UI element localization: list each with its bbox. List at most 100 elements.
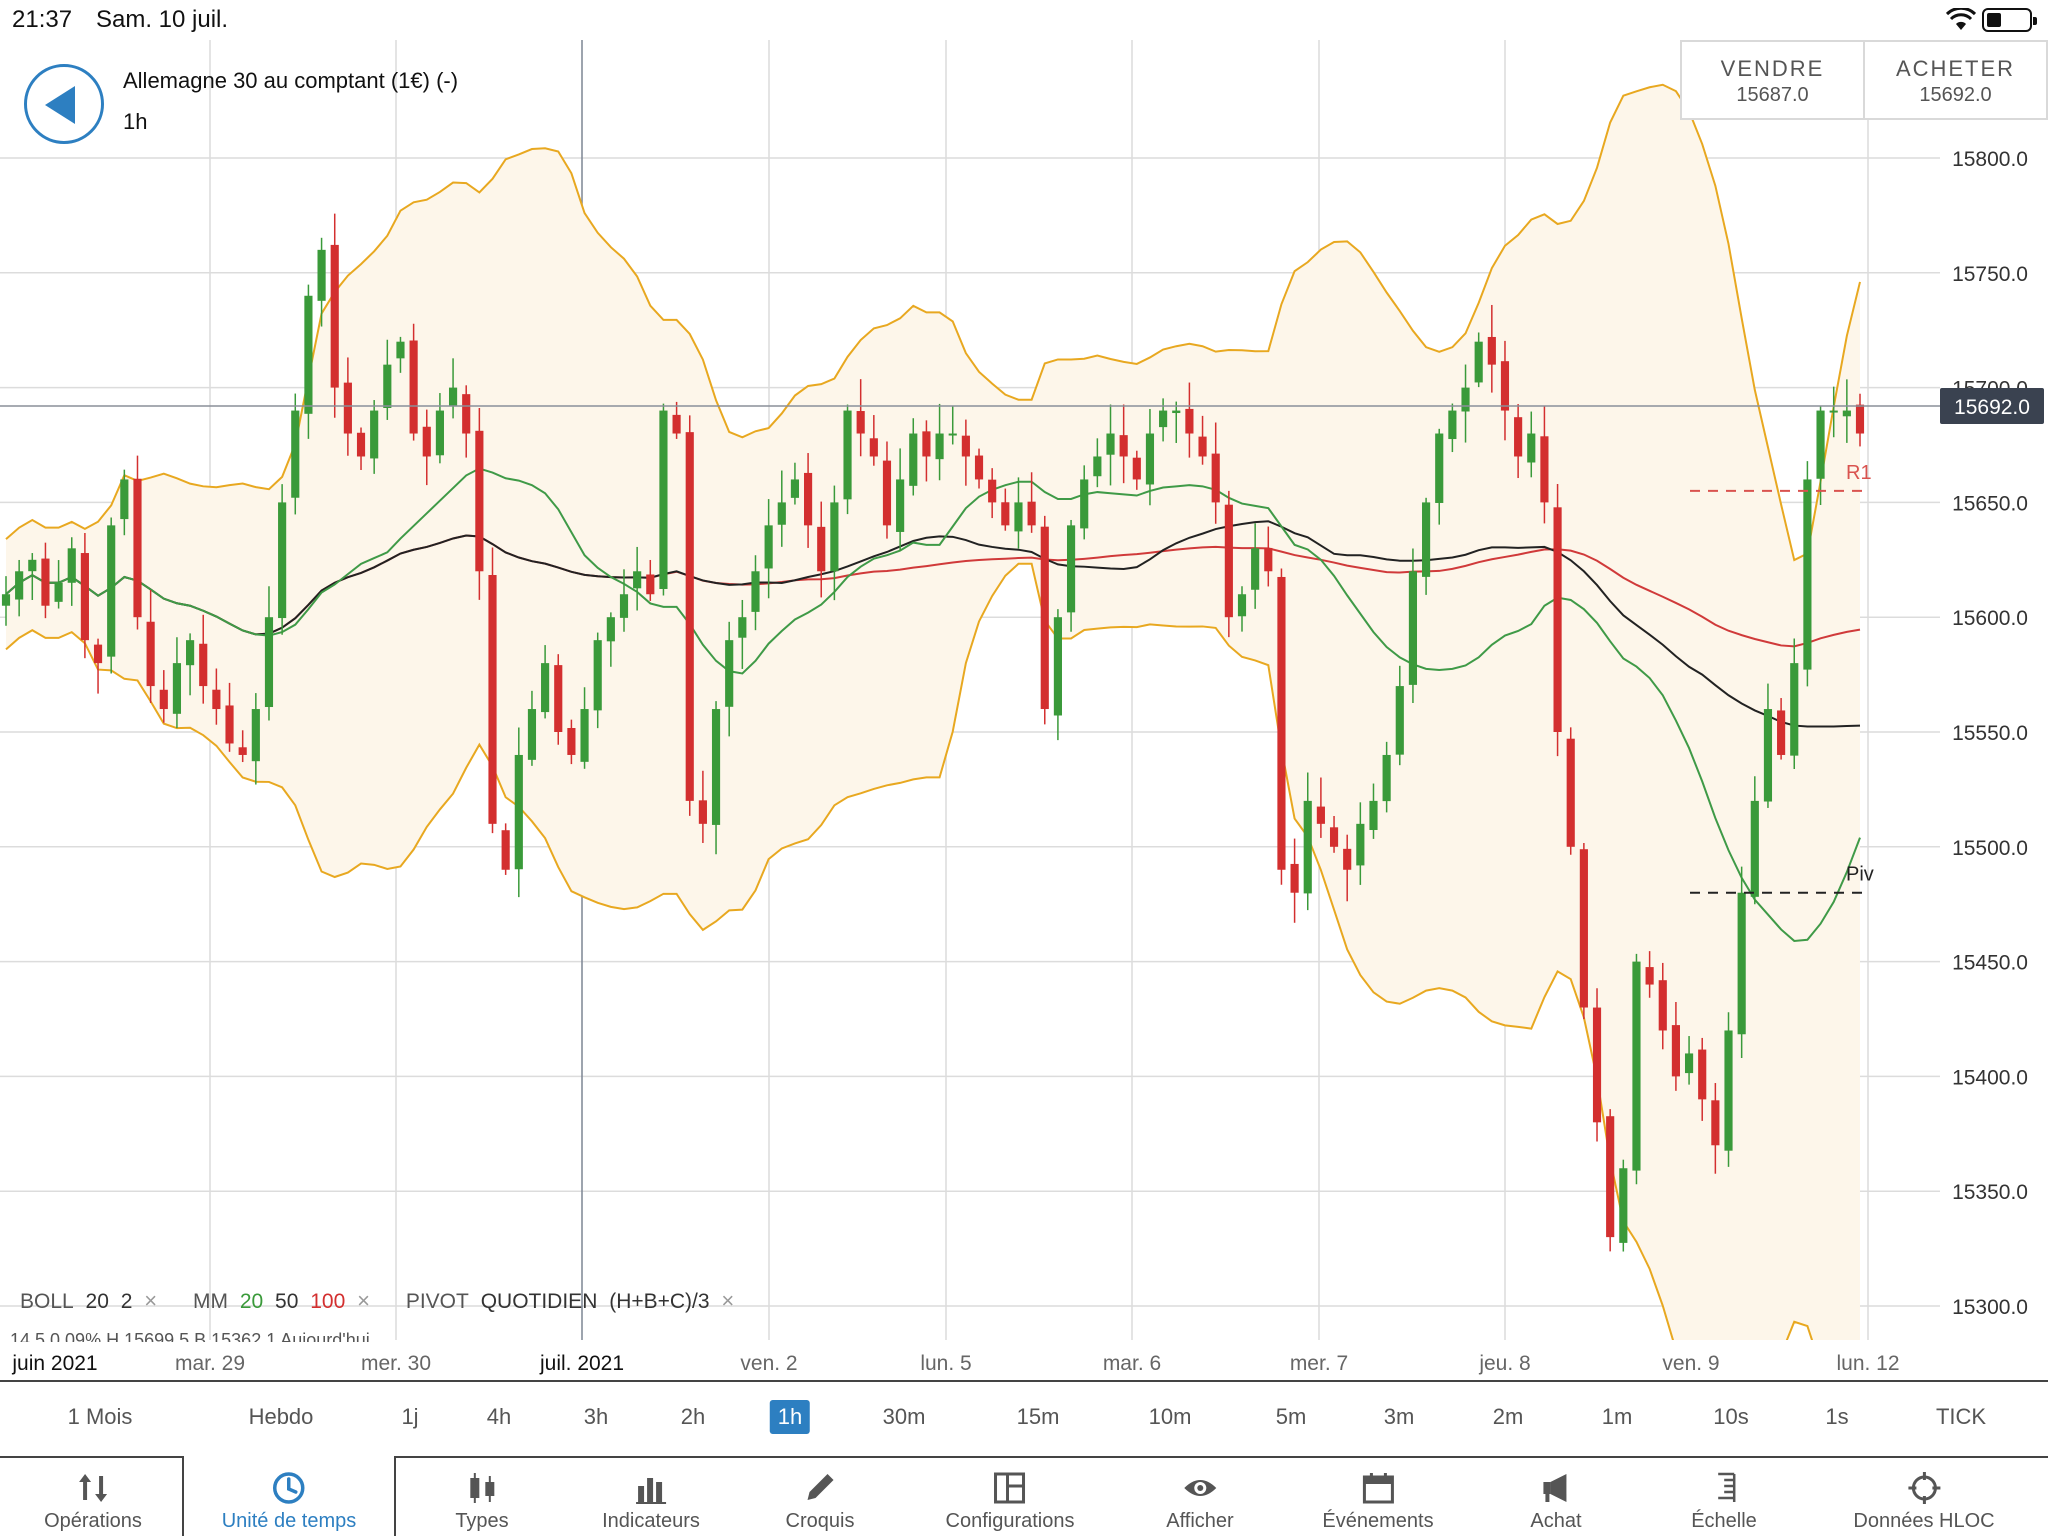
candle-body [1343,848,1352,870]
candle-body [777,502,786,525]
tool-scale[interactable]: Échelle [1691,1458,1757,1536]
legend-mm-50: 50 [275,1290,299,1313]
candle-body [882,460,892,526]
candle-body [1737,892,1746,1035]
candle-body [1579,849,1588,1008]
back-arrow-icon [45,86,75,124]
tool-candlestick[interactable]: Types [455,1458,509,1536]
tool-eye[interactable]: Afficher [1166,1458,1234,1536]
timeframe-15m[interactable]: 15m [1016,1404,1060,1429]
candle-body [593,640,602,711]
candle-body [1251,548,1260,590]
buy-button[interactable]: ACHETER 15692.0 [1865,42,2046,118]
bollinger-lower [5,562,1828,1380]
candle-body [1237,594,1247,617]
candle-body [1592,1007,1602,1123]
x-axis-band [0,1340,2048,1380]
timeframe-10s[interactable]: 10s [1713,1404,1749,1429]
up-down-arrows-icon [79,1474,107,1502]
candle-body [1264,547,1273,572]
remove-mm-icon[interactable]: × [357,1288,370,1313]
remove-boll-icon[interactable]: × [144,1288,158,1313]
candle-body [1382,754,1391,802]
chart-area[interactable]: R1 Piv 15300.0 15350.0 15400.0 15450.0 15500.0… [0,40,2048,1380]
timeframe-1h[interactable]: 1h [769,1400,811,1434]
tool-clock[interactable]: Unité de temps [221,1458,357,1536]
candle-body [1211,453,1220,503]
partial-info-line: 14.5 0.09% H 15699.5 B 15362.1 Aujourd'h… [10,1330,370,1342]
candle-body [646,574,655,595]
timeframe-2m[interactable]: 2m [1492,1404,1524,1429]
timeframe-2h[interactable]: 2h [680,1404,706,1429]
candle-body [1395,686,1404,755]
timeframe-1-mois[interactable]: 1 Mois [67,1404,133,1429]
candle-body [1145,433,1155,485]
ma50-line [5,520,1861,728]
y-tick-label: 15800.0 [1952,148,2028,171]
y-tick-label: 15300.0 [1952,1296,2028,1319]
tool-label: Unité de temps [221,1510,357,1532]
candle-body [751,571,760,612]
candle-body [212,689,221,710]
candle-body [698,800,707,824]
candle-body [1750,800,1759,897]
candle-body [1553,507,1562,732]
candle-body [909,433,918,486]
candle-body [1540,436,1549,503]
price-chart[interactable]: R1 Piv 15300.0 15350.0 15400.0 15450.0 15500.0… [0,40,2048,1380]
timeframe-tick[interactable]: TICK [1935,1404,1987,1429]
candle-body [448,387,458,407]
timeframe-4h[interactable]: 4h [486,1404,512,1429]
x-tick-label: ven. 9 [1662,1352,1719,1375]
tool-crosshair[interactable]: Données HLOC [1853,1458,1995,1536]
candle-body [501,830,510,870]
tool-label: Configurations [945,1510,1075,1532]
legend-pivot-type: QUOTIDIEN [480,1290,598,1313]
candle-body [264,617,274,708]
timeframe-10m[interactable]: 10m [1148,1404,1192,1429]
clock-icon [273,1472,305,1504]
back-button[interactable] [24,64,104,144]
timeframe-1s[interactable]: 1s [1825,1404,1849,1429]
candle-body [422,426,431,457]
status-time: 21:37 [12,6,73,33]
candle-body [1645,967,1654,985]
tool-label: Croquis [785,1510,855,1532]
candle-body [1408,571,1418,685]
candle-body [685,432,694,801]
y-tick-label: 15400.0 [1952,1066,2028,1089]
candle-body [1803,479,1812,670]
tool-megaphone[interactable]: Achat [1530,1458,1582,1536]
candle-body [1842,410,1851,417]
remove-pivot-icon[interactable]: × [721,1288,735,1313]
timeframe-1j[interactable]: 1j [401,1404,419,1429]
battery-icon [1982,8,2037,32]
candle-body [1435,433,1444,503]
timeframe-3h[interactable]: 3h [583,1404,609,1429]
timeframe-1m[interactable]: 1m [1601,1404,1633,1429]
tool-bar-chart[interactable]: Indicateurs [602,1458,700,1536]
status-bar: 21:37 Sam. 10 juil. [0,0,2048,40]
candle-body [1027,501,1036,526]
tool-pencil[interactable]: Croquis [785,1458,855,1536]
timeframe-hebdo[interactable]: Hebdo [248,1404,314,1429]
timeframe-5m[interactable]: 5m [1275,1404,1307,1429]
timeframe-30m[interactable]: 30m [882,1404,926,1429]
candle-body [172,663,182,714]
candle-body [896,479,905,532]
candle-body [1500,361,1510,411]
candle-body [383,364,392,408]
candle-body [1619,1168,1628,1243]
megaphone-icon [1543,1474,1566,1502]
candle-body [1671,1025,1680,1077]
timeframe-bar: 1 Mois Hebdo 1j 4h 3h 2h 1h 30m 15m 10m 5m 3m 2m 1m 10… [0,1380,2048,1456]
timeframe-3m[interactable]: 3m [1383,1404,1415,1429]
tool-up-down-arrows[interactable]: Opérations [44,1458,142,1536]
tool-calendar[interactable]: Événements [1322,1458,1434,1536]
pivot-label-r1: R1 [1846,462,1872,484]
candle-body [514,754,523,870]
candle-body [1119,435,1128,457]
sell-button[interactable]: VENDRE 15687.0 [1682,42,1865,118]
tool-layout[interactable]: Configurations [945,1458,1075,1536]
candle-body [1040,526,1049,710]
